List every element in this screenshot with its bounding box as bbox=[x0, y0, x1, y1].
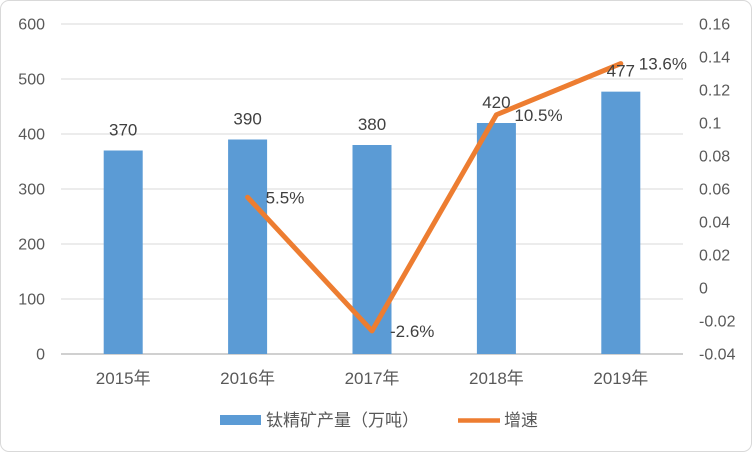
x-axis-category-label: 2015年 bbox=[96, 369, 151, 388]
bar-2019年 bbox=[601, 91, 641, 355]
right-axis-tick-label: 0.1 bbox=[699, 116, 721, 133]
line-data-labels: 5.5% -2.6% 10.5% 13.6% bbox=[266, 55, 687, 341]
right-axis-tick-label: -0.04 bbox=[699, 347, 736, 364]
right-value-axis: 0.16 0.14 0.12 0.1 0.08 0.06 0.04 0.02 0 -0.02 -0.… bbox=[699, 17, 736, 364]
right-axis-tick-label: 0 bbox=[699, 281, 708, 298]
x-axis-category-label: 2018年 bbox=[469, 369, 524, 388]
left-axis-tick-label: 0 bbox=[36, 347, 45, 364]
bar-value-label: 380 bbox=[358, 115, 386, 134]
right-axis-tick-label: -0.02 bbox=[699, 314, 736, 331]
right-axis-tick-label: 0.12 bbox=[699, 83, 730, 100]
line-value-label: 10.5% bbox=[514, 106, 562, 125]
bar-value-label: 477 bbox=[607, 62, 635, 81]
growth-line bbox=[245, 61, 624, 334]
left-axis-tick-label: 200 bbox=[18, 237, 45, 254]
line-value-label: 13.6% bbox=[639, 55, 687, 74]
x-axis-category-label: 2017年 bbox=[345, 369, 400, 388]
line-value-label: -2.6% bbox=[390, 322, 434, 341]
legend-swatch-production bbox=[220, 415, 261, 425]
bar-2015年 bbox=[103, 150, 143, 354]
bar-value-label: 370 bbox=[109, 121, 137, 140]
bar-value-label: 390 bbox=[233, 110, 261, 129]
left-axis-tick-label: 300 bbox=[18, 182, 45, 199]
right-axis-tick-label: 0.02 bbox=[699, 248, 730, 265]
right-axis-tick-label: 0.06 bbox=[699, 182, 730, 199]
right-axis-tick-label: 0.14 bbox=[699, 50, 730, 67]
chart-legend: 钛精矿产量（万吨） 增速 bbox=[220, 411, 538, 430]
bar-data-labels: 370 390 380 420 477 bbox=[109, 62, 635, 140]
right-axis-tick-label: 0.16 bbox=[699, 17, 730, 34]
bar-value-label: 420 bbox=[482, 93, 510, 112]
left-value-axis: 600 500 400 300 200 100 0 bbox=[18, 17, 45, 364]
legend-label-growth: 增速 bbox=[504, 411, 538, 430]
left-axis-tick-label: 600 bbox=[18, 17, 45, 34]
category-axis: 2015年 2016年 2017年 2018年 2019年 bbox=[96, 369, 648, 388]
left-axis-tick-label: 500 bbox=[18, 72, 45, 89]
bar-2018年 bbox=[476, 123, 516, 354]
line-value-label: 5.5% bbox=[266, 188, 305, 207]
x-axis-category-label: 2019年 bbox=[593, 369, 648, 388]
bar-2016年 bbox=[228, 139, 268, 354]
right-axis-tick-label: 0.08 bbox=[699, 149, 730, 166]
line-series-growth bbox=[245, 61, 624, 334]
left-axis-tick-label: 400 bbox=[18, 127, 45, 144]
legend-label-production: 钛精矿产量（万吨） bbox=[266, 411, 419, 430]
x-axis-category-label: 2016年 bbox=[220, 369, 275, 388]
right-axis-tick-label: 0.04 bbox=[699, 215, 730, 232]
bar-2017年 bbox=[352, 145, 392, 354]
left-axis-tick-label: 100 bbox=[18, 292, 45, 309]
